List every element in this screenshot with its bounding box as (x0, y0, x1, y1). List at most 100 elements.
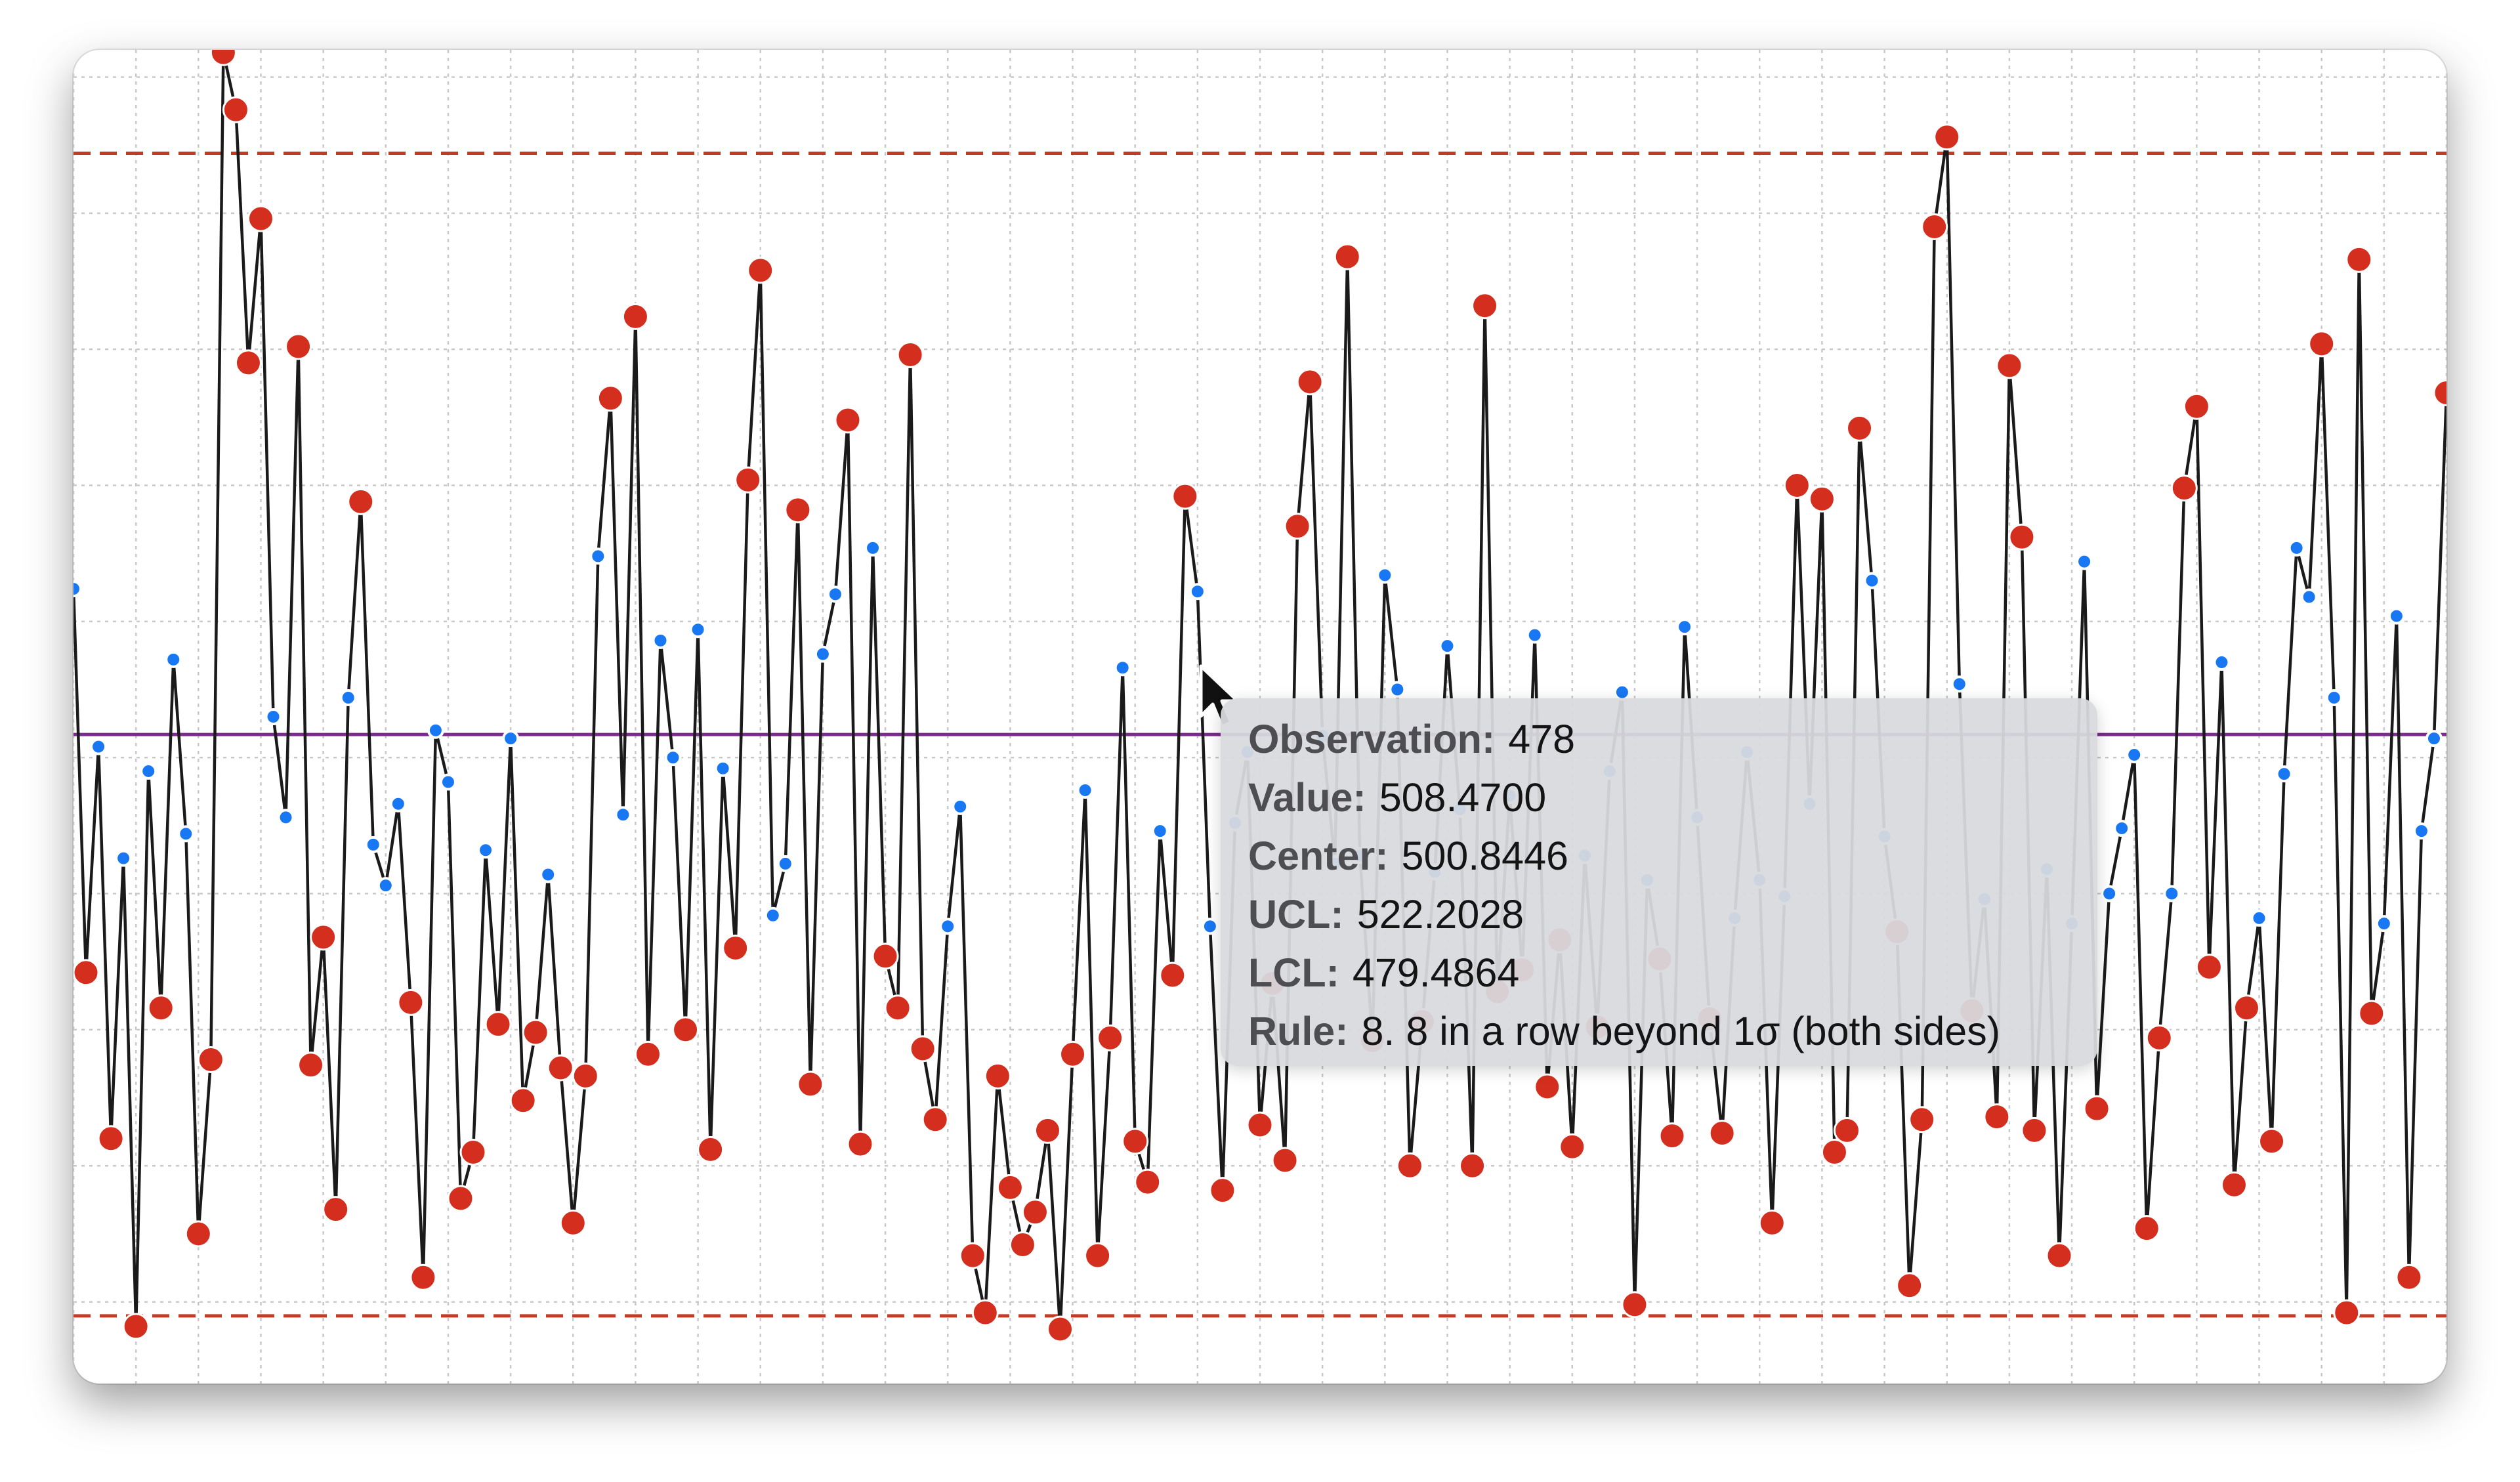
data-point (74, 580, 82, 598)
violation-point (97, 1125, 125, 1153)
violation-point (722, 934, 749, 962)
violation-point (2170, 475, 2198, 502)
data-point (689, 621, 707, 639)
tooltip-row-lcl: LCL: 479.4864 (1248, 944, 2071, 1002)
violation-point (1334, 243, 1361, 270)
violation-point (285, 333, 312, 360)
data-point (714, 759, 732, 777)
tooltip-row-observation: Observation: 478 (1248, 710, 2071, 769)
data-point (952, 797, 969, 815)
tooltip-value: 500.8446 (1401, 834, 1568, 878)
violation-point (984, 1062, 1011, 1090)
violation-point (1658, 1122, 1686, 1150)
violation-point (509, 1087, 537, 1114)
data-point (2076, 553, 2093, 570)
violation-point (1171, 482, 1199, 510)
data-point (1950, 675, 1968, 693)
violation-point (1808, 485, 1836, 513)
violation-point (209, 50, 237, 66)
violation-point (1084, 1242, 1112, 1269)
tooltip-value: 479.4864 (1352, 950, 1520, 995)
tooltip-key: Center: (1248, 834, 1389, 878)
tooltip-key: Value: (1248, 775, 1366, 820)
violation-point (1021, 1198, 1049, 1226)
data-point (1613, 683, 1631, 701)
violation-point (1846, 414, 1874, 442)
data-point (477, 841, 495, 859)
violation-point (247, 205, 274, 232)
violation-point (2008, 523, 2036, 551)
violation-point (2083, 1095, 2110, 1122)
violation-point (1908, 1106, 1936, 1133)
data-point (1376, 566, 1394, 584)
violation-point (1209, 1177, 1236, 1204)
violation-point (2021, 1116, 2048, 1144)
tooltip-row-rule: Rule: 8. 8 in a row beyond 1σ (both sides… (1248, 1002, 2071, 1061)
violation-point (1034, 1116, 1061, 1144)
violation-point (572, 1062, 599, 1090)
data-point (1526, 626, 1544, 644)
tooltip-key: LCL: (1248, 950, 1339, 995)
data-point (1438, 637, 1456, 655)
violation-point (222, 96, 249, 123)
data-point (2213, 654, 2231, 671)
violation-point (347, 488, 375, 515)
tooltip-value: 522.2028 (1356, 892, 1524, 937)
data-point (264, 708, 282, 725)
violation-point (484, 1011, 512, 1038)
grid (74, 50, 2446, 1384)
violation-point (2308, 330, 2336, 358)
violation-point (1471, 292, 1499, 320)
violation-point (2258, 1128, 2286, 1155)
violation-point (2358, 1000, 2385, 1027)
violation-point (1396, 1152, 1423, 1179)
data-point (939, 918, 957, 935)
violation-point (2220, 1171, 2248, 1198)
data-point (614, 806, 632, 824)
violation-point (1758, 1209, 1786, 1237)
violation-point (797, 1070, 824, 1098)
violation-point (872, 942, 899, 970)
violation-point (672, 1016, 700, 1044)
violation-point (197, 1046, 224, 1074)
data-point (2387, 607, 2405, 625)
violation-point (1159, 962, 1186, 989)
data-point (1076, 781, 1094, 799)
violation-point (1708, 1119, 1736, 1147)
violation-point (2345, 245, 2373, 273)
violation-point (834, 406, 862, 434)
violation-point (2333, 1299, 2361, 1326)
violation-point (122, 1313, 150, 1340)
violation-point (921, 1106, 949, 1133)
data-point (1188, 583, 1206, 601)
violation-point (847, 1130, 874, 1158)
violation-point (1246, 1111, 1274, 1139)
data-point (90, 738, 108, 755)
violation-point (459, 1139, 487, 1166)
violation-point (2433, 379, 2446, 407)
violation-point (547, 1054, 574, 1082)
data-point (864, 539, 882, 557)
tooltip-value: 508.4700 (1379, 775, 1547, 820)
data-point (2412, 822, 2430, 840)
tooltip-row-value: Value: 508.4700 (1248, 769, 2071, 827)
data-point (1676, 618, 1694, 636)
violation-point (1534, 1073, 1561, 1101)
violation-point (2145, 1024, 2173, 1051)
tooltip-row-ucl: UCL: 522.2028 (1248, 885, 2071, 944)
violation-point (322, 1196, 350, 1223)
data-point (826, 585, 844, 603)
violation-point (1559, 1133, 1586, 1160)
data-point (2288, 539, 2305, 557)
violation-point (634, 1040, 662, 1068)
violation-point (971, 1299, 999, 1326)
tooltip-key: Rule: (1248, 1009, 1349, 1053)
violation-point (996, 1174, 1024, 1201)
data-point (165, 650, 182, 668)
data-point (364, 836, 382, 853)
violation-point (397, 988, 425, 1016)
violation-point (1284, 513, 1311, 540)
violation-point (447, 1185, 474, 1212)
violation-point (1983, 1103, 2011, 1131)
point-tooltip: Observation: 478 Value: 508.4700 Center: 50… (1221, 698, 2097, 1066)
